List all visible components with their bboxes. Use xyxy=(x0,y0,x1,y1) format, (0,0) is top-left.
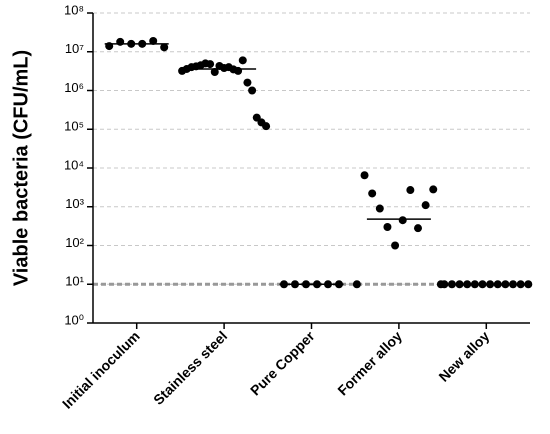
y-axis-label: Viable bacteria (CFU/mL) xyxy=(10,50,32,286)
data-point xyxy=(406,186,415,195)
x-tick-label: Pure Copper xyxy=(247,327,318,398)
data-point xyxy=(413,224,422,233)
y-tick-label: 10⁵ xyxy=(64,119,84,134)
data-point xyxy=(234,66,243,75)
data-point xyxy=(391,241,400,250)
x-tick-label: New alloy xyxy=(435,328,492,385)
data-point xyxy=(149,36,158,45)
data-point xyxy=(206,60,215,69)
x-tick-label: Former alloy xyxy=(334,328,405,399)
x-tick-label: Stainless steel xyxy=(150,328,230,408)
data-point xyxy=(210,68,219,77)
data-point xyxy=(524,280,533,289)
data-point xyxy=(447,280,456,289)
y-tick-label: 10² xyxy=(65,235,84,250)
y-tick-label: 10³ xyxy=(65,196,84,211)
data-point xyxy=(238,56,247,65)
x-tick-label: Initial inoculum xyxy=(59,328,143,412)
data-point xyxy=(429,185,438,194)
data-point xyxy=(352,280,361,289)
data-point xyxy=(360,171,369,180)
data-point xyxy=(375,204,384,213)
data-point xyxy=(116,37,125,46)
data-point xyxy=(243,78,252,87)
y-tick-label: 10⁰ xyxy=(64,312,84,327)
y-tick-label: 10⁸ xyxy=(64,2,84,17)
data-point xyxy=(248,86,257,95)
y-tick-label: 10⁴ xyxy=(64,157,84,172)
data-point xyxy=(440,280,449,289)
y-tick-label: 10¹ xyxy=(65,274,84,289)
data-point xyxy=(383,223,392,232)
data-point xyxy=(421,201,430,210)
data-point xyxy=(262,122,271,131)
data-point xyxy=(516,280,525,289)
y-tick-label: 10⁷ xyxy=(65,41,84,56)
data-point xyxy=(368,189,377,198)
y-tick-label: 10⁶ xyxy=(64,80,84,95)
data-point xyxy=(398,216,407,225)
data-point xyxy=(160,43,169,52)
